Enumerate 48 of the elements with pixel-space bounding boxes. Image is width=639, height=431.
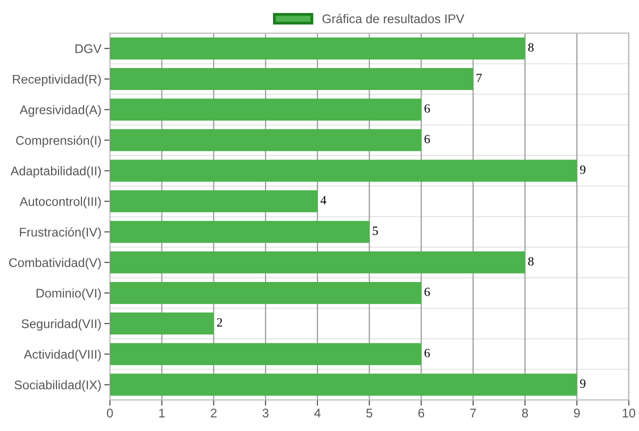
- x-tick-label: 3: [262, 408, 268, 418]
- x-tick-label: 7: [470, 408, 476, 418]
- bar: [110, 190, 318, 212]
- data-label: 7: [476, 74, 482, 82]
- y-tick-label: Comprensión(I): [16, 136, 101, 148]
- data-label: 2: [217, 318, 222, 327]
- bar: [110, 312, 214, 335]
- y-tick-label: Adaptabilidad(II): [10, 166, 101, 178]
- data-label: 9: [580, 165, 586, 174]
- y-tick-label: Frustración(IV): [20, 227, 101, 240]
- y-tick-label: Actividad(VIII): [24, 350, 101, 362]
- y-tick-label: Combatividad(V): [9, 258, 101, 270]
- y-tick-label: Receptividad(R): [12, 74, 101, 86]
- data-label: 5: [372, 226, 378, 235]
- x-tick-label: 0: [106, 408, 113, 418]
- bar: [110, 220, 370, 243]
- bar: [110, 129, 422, 152]
- x-tick-label: 2: [210, 408, 217, 418]
- y-tick-label: Sociabilidad(IX): [14, 380, 101, 392]
- x-tick-label: 1: [159, 408, 165, 418]
- y-tick-label: DGV: [76, 44, 102, 54]
- data-label: 8: [528, 257, 534, 266]
- x-tick-label: 10: [622, 408, 636, 418]
- x-tick-label: 8: [522, 408, 528, 418]
- x-tick-label: 5: [366, 408, 372, 418]
- x-tick-label: 4: [314, 408, 321, 418]
- bar: [110, 343, 422, 366]
- bar: [110, 160, 577, 182]
- x-tick-label: 6: [418, 408, 424, 418]
- data-label: 8: [528, 43, 534, 52]
- y-tick-label: Dominio(VI): [36, 288, 101, 300]
- y-tick-label: Autocontrol(III): [20, 196, 101, 208]
- bar: [110, 374, 577, 396]
- bar: [110, 98, 422, 121]
- x-tick-label: 9: [574, 408, 580, 418]
- data-label: 4: [320, 196, 326, 204]
- legend-label: Gráfica de resultados IPV: [322, 14, 464, 24]
- bar: [110, 37, 525, 60]
- data-label: 6: [424, 288, 430, 296]
- bar: [110, 68, 474, 90]
- bar: [110, 251, 525, 274]
- data-label: 6: [424, 134, 430, 144]
- bar: [110, 282, 422, 304]
- data-label: 9: [580, 379, 586, 388]
- data-label: 6: [424, 348, 430, 358]
- data-label: 6: [424, 104, 430, 113]
- y-tick-label: Agresividad(A): [20, 105, 101, 117]
- y-tick-label: Seguridad(VII): [22, 319, 101, 331]
